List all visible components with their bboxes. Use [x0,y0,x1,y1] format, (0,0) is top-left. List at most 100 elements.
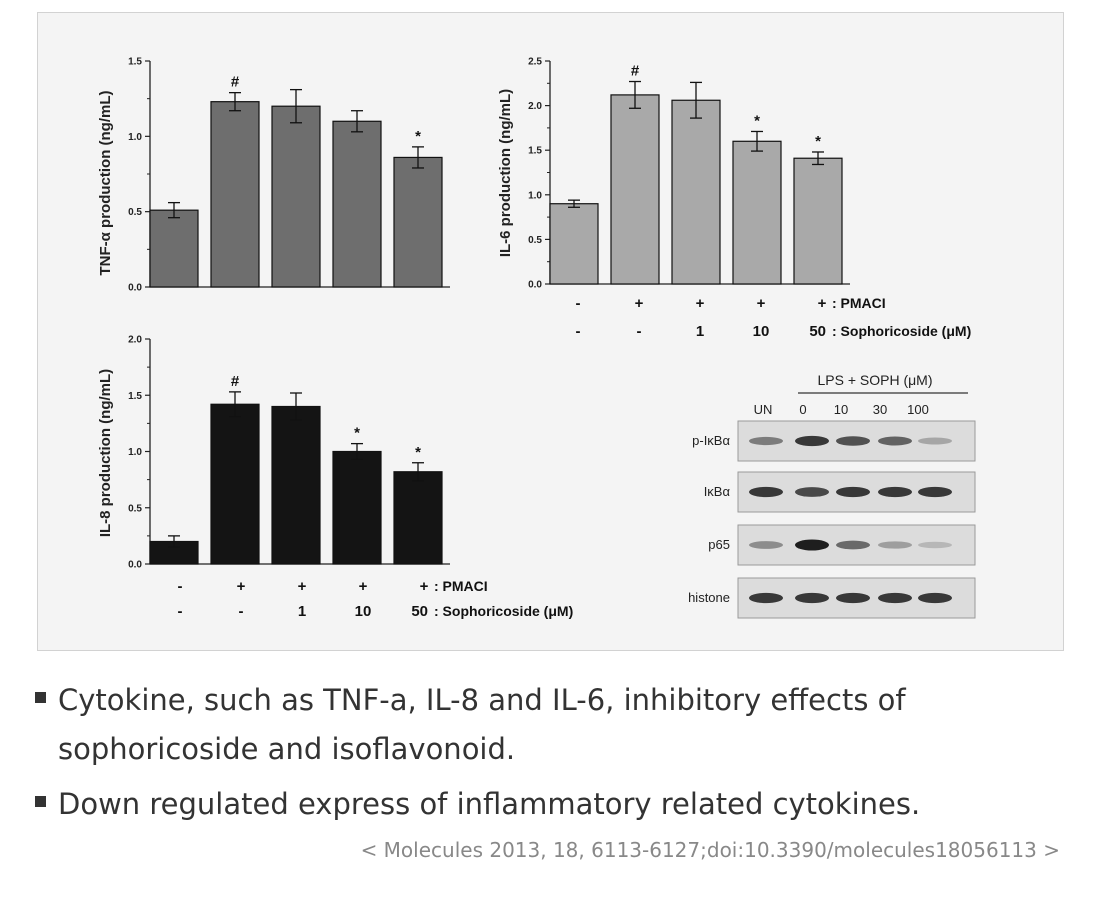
pmaci-sign: + [298,578,307,595]
sophoricoside-dose: - [637,323,642,340]
bullet-item: Down regulated express of inflammatory r… [35,780,1075,829]
tnf-y-tick-label: 1.5 [128,57,142,68]
blot-band [918,541,952,549]
pmaci-label: : PMACI [832,295,886,311]
sophoricoside-dose: 10 [355,603,372,620]
blot-band [878,436,912,446]
il6-bar [549,203,599,285]
blot-lane-label: 0 [799,402,806,417]
blot-row-label: histone [688,590,730,605]
figure-panel: 0.0 0.5 1.0 1.5 # * TNF-α production (ng/mL)… [37,12,1064,651]
il8-significance-marker: * [415,444,421,461]
blot-band [749,541,783,549]
il6-bars: # * * [549,63,843,285]
il6-significance-marker: * [815,133,821,150]
tnf-bars: #* [149,74,443,288]
tnf-bar [149,209,199,288]
sophoricoside-dose: 1 [696,323,704,340]
blot-row-label: p65 [708,537,730,552]
tnf-y-tick-label: 0.5 [128,207,142,218]
bullet-square-icon [35,692,46,703]
tnf-bar [271,105,321,288]
pmaci-sign: + [757,295,766,312]
pmaci-sign: - [178,578,183,595]
il8-y-tick-label: 0.5 [128,503,142,514]
blot-band [749,436,783,446]
bullet-text: Cytokine, such as TNF-a, IL-8 and IL-6, … [58,683,906,766]
blot-lane-label: 100 [907,402,929,417]
tnf-significance-marker: * [415,128,421,145]
sophoricoside-dose: - [576,323,581,340]
citation: < Molecules 2013, 18, 6113-6127;doi:10.3… [360,838,1060,862]
blot-band [836,486,870,498]
chart-tnf-alpha: 0.0 0.5 1.0 1.5 #* TNF-α production (ng/mL) [97,57,450,294]
il6-bar [671,99,721,285]
blot-rows: p-IκBα IκBα p65 histone [688,420,976,619]
tnf-bar [210,101,260,288]
pmaci-label: : PMACI [434,578,488,594]
tnf-y-axis-label: TNF-α production (ng/mL) [97,90,114,275]
il6-bar [793,157,843,285]
il6-y-tick-label: 1.0 [528,190,542,201]
il6-y-axis-label: IL-6 production (ng/mL) [497,89,514,257]
il6-y-tick-label: 2.0 [528,101,542,112]
blot-band [918,437,952,445]
treatment-labels-il6: - + + + +: PMACI - - 1 10 50: Sophoricoside (μM) [576,295,972,340]
blot-band [918,486,952,498]
il8-significance-marker: # [231,373,240,390]
treatment-labels-il8: - + + + +: PMACI - - 1 10 50: Sophoricoside (μM) [178,578,574,620]
blot-band [878,592,912,604]
blot-band [795,435,829,447]
pmaci-sign: + [635,295,644,312]
sophoricoside-dose: 50 [809,323,826,340]
bullet-text: Down regulated express of inflammatory r… [58,787,921,821]
bullet-list: Cytokine, such as TNF-a, IL-8 and IL-6, … [35,676,1075,835]
il6-significance-marker: * [754,112,760,129]
tnf-y-tick-label: 1.0 [128,132,142,143]
blot-band [836,540,870,550]
blot-band [795,487,829,497]
blot-lane-labels: UN 0 10 30 100 [754,402,929,417]
pmaci-sign: + [237,578,246,595]
il8-bar [393,471,443,565]
blot-band [878,486,912,498]
tnf-bar [393,156,443,288]
blot-lane-label: UN [754,402,773,417]
sophoricoside-dose: - [178,603,183,620]
pmaci-sign: - [576,295,581,312]
blot-band [795,539,829,551]
blot-row-label: IκBα [704,484,731,499]
chart-il8: 0.0 0.5 1.0 1.5 2.0 # * * IL-8 production (ng/… [97,335,450,571]
pmaci-sign: + [359,578,368,595]
il8-y-tick-label: 1.5 [128,391,142,402]
il8-y-tick-label: 0.0 [128,560,142,571]
bullet-item: Cytokine, such as TNF-a, IL-8 and IL-6, … [35,676,1075,774]
pmaci-sign: + [818,295,827,312]
il8-bar [271,405,321,565]
blot-lane-label: 10 [834,402,848,417]
il8-y-axis-label: IL-8 production (ng/mL) [97,369,114,537]
il6-y-tick-label: 0.0 [528,280,542,291]
blot-band [836,436,870,446]
sophoricoside-dose: 50 [411,603,428,620]
blot-band [749,486,783,498]
il6-y-tick-label: 2.5 [528,57,542,68]
il8-y-tick-label: 1.0 [128,447,142,458]
il6-y-tick-label: 0.5 [528,235,542,246]
sophoricoside-label: : Sophoricoside (μM) [434,603,573,619]
blot-lane-label: 30 [873,402,887,417]
il8-bar [332,450,382,565]
blot-band [878,541,912,549]
il8-y-tick-label: 2.0 [128,335,142,346]
il6-y-tick-label: 1.5 [528,146,542,157]
blot-band [918,592,952,604]
il8-significance-marker: * [354,425,360,442]
sophoricoside-dose: - [239,603,244,620]
tnf-bar [332,120,382,288]
il6-significance-marker: # [631,63,640,80]
figure-svg: 0.00.51.01.5 #* TNF-α production (ng/mL)… [97,57,976,620]
tnf-y-tick-label: 0.0 [128,283,142,294]
il6-bar [732,140,782,285]
blot-row-label: p-IκBα [692,433,730,448]
sophoricoside-label: : Sophoricoside (μM) [832,323,971,339]
